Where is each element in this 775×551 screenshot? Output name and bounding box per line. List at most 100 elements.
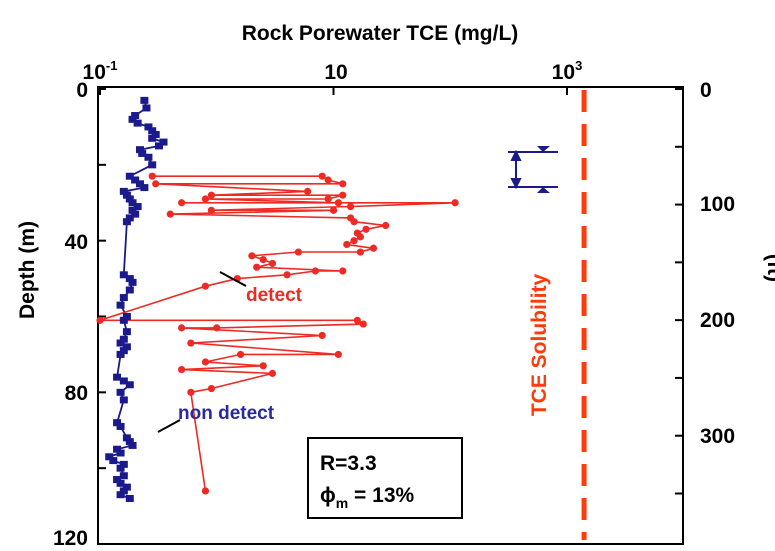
non-detect-point [125, 438, 134, 446]
non-detect-point [144, 123, 153, 131]
detect-point [356, 233, 365, 241]
solubility-label: TCE Solubility [528, 274, 551, 417]
non-detect-point [125, 172, 134, 180]
detect-point [201, 282, 210, 290]
data-series [96, 96, 459, 502]
non-detect-annotation: non detect [178, 403, 275, 424]
non-detect-point [119, 377, 128, 385]
detect-point [350, 218, 358, 226]
non-detect-point [119, 187, 128, 195]
non-detect-point [122, 434, 131, 442]
non-detect-point [131, 112, 140, 120]
non-detect-point [116, 479, 125, 487]
y-right-tick-100: 100 [700, 193, 735, 216]
y-left-tick-40: 40 [65, 231, 88, 254]
non-detect-point [122, 343, 131, 351]
x-tick-label-1: 10 [324, 61, 347, 84]
non-detect-point [148, 127, 157, 135]
non-detect-point [135, 146, 144, 154]
detect-point [329, 206, 338, 214]
detect-point [339, 180, 347, 188]
non-detect-point [125, 495, 134, 502]
non-detect-point [148, 161, 157, 169]
detect-point [324, 176, 332, 184]
detect-point [236, 350, 245, 359]
detect-point [96, 316, 104, 324]
detect-point [318, 172, 326, 180]
non-detect-point [125, 214, 134, 222]
detect-point [334, 350, 342, 359]
detect-point [362, 225, 370, 233]
detect-point [451, 199, 459, 207]
detect-point [259, 362, 267, 370]
detect-point [356, 248, 365, 256]
detect-point [148, 172, 156, 180]
non-detect-point [122, 313, 131, 320]
non-detect-point [119, 335, 128, 343]
non-detect-point [113, 419, 122, 427]
detect-point [311, 267, 320, 275]
non-detect-point [125, 381, 134, 389]
detect-point [294, 248, 302, 256]
non-detect-point [116, 422, 125, 430]
y-right-tick-300: 300 [700, 425, 735, 448]
x-tick-labels: 10-1 10 103 [83, 58, 583, 84]
non-detect-point [109, 457, 118, 465]
non-detect-point [116, 339, 125, 347]
detect-point [187, 388, 195, 396]
non-detect-point [138, 149, 147, 157]
non-detect-point [116, 449, 125, 457]
interval-bracket [508, 146, 558, 193]
axis-ticks [98, 87, 683, 545]
detect-point [166, 210, 174, 218]
non-detect-point [128, 199, 137, 207]
detect-point [339, 267, 347, 275]
detect-point [318, 331, 326, 340]
detect-point [303, 187, 312, 195]
y-left-tick-labels: 0 40 80 120 [53, 79, 88, 550]
non-detect-point [119, 347, 128, 355]
detect-point [382, 221, 390, 230]
non-detect-point [128, 278, 137, 286]
non-detect-point [125, 286, 134, 294]
detect-point [350, 237, 358, 245]
non-detect-point [128, 115, 137, 123]
non-detect-leader-line [157, 419, 181, 433]
non-detect-point [133, 119, 142, 127]
y-right-tick-200: 200 [700, 309, 735, 332]
detect-point [152, 180, 160, 188]
non-detect-point [131, 176, 140, 184]
non-detect-point [125, 195, 134, 203]
non-detect-point [125, 275, 134, 283]
detect-point [201, 487, 210, 495]
detect-point [268, 259, 277, 268]
detect-leader-line [219, 271, 247, 287]
non-detect-point [113, 445, 122, 453]
y-left-tick-0: 0 [76, 79, 88, 102]
detect-point [201, 195, 210, 203]
info-box [307, 437, 463, 519]
non-detect-point [116, 350, 125, 358]
detect-point [207, 384, 216, 393]
non-detect-point [122, 191, 131, 199]
non-detect-point [113, 476, 122, 484]
non-detect-point [133, 203, 142, 211]
non-detect-point [135, 180, 144, 188]
detect-point [207, 206, 216, 214]
detect-annotation: detect [246, 285, 303, 306]
non-detect-point [154, 142, 163, 150]
non-detect-point [105, 453, 114, 461]
y-left-tick-80: 80 [65, 382, 88, 405]
non-detect-point [119, 316, 128, 324]
detect-point [248, 252, 256, 260]
non-detect-point [119, 294, 128, 302]
non-detect-point [116, 464, 125, 472]
non-detect-point [116, 301, 125, 309]
non-detect-point [122, 328, 131, 336]
non-detect-point [119, 487, 128, 495]
non-detect-point [119, 460, 128, 468]
non-detect-point [131, 210, 140, 218]
non-detect-point [140, 96, 149, 104]
non-detect-point [119, 472, 128, 480]
